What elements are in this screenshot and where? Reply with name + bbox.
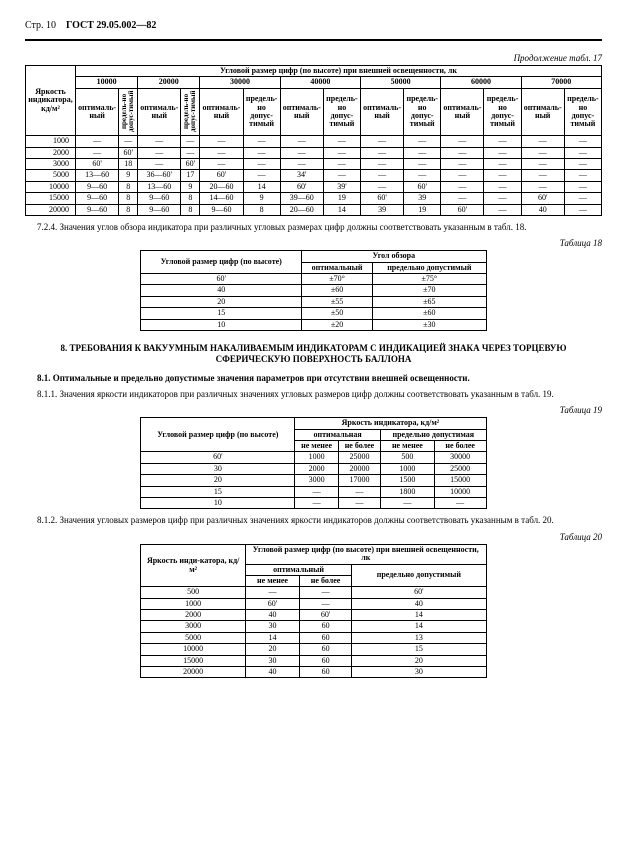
t19-s1b: не менее (381, 441, 435, 452)
table-row: 60'10002500050030000 (141, 452, 486, 463)
t17-sub-lim: предель-но допус-тимый (564, 88, 601, 135)
t19-h2: Яркость индикатора, кд/м² (295, 418, 486, 429)
t19-c1: оптимальная (295, 429, 381, 440)
table-row: 300060'18—60'—————————— (26, 158, 602, 169)
t17-level: 50000 (360, 77, 440, 88)
table-row: 1000—————————————— (26, 136, 602, 147)
table-row: 500——60' (141, 587, 486, 598)
t17-sub-opt: оптималь-ный (280, 88, 323, 135)
table-row: 15±50±60 (141, 308, 486, 319)
t17-sub-lim: предель-но допус-тимый (181, 88, 200, 135)
t17-row-label: Яркость индикатора, кд/м² (26, 66, 76, 136)
t20-c2: предельно допустимый (352, 564, 486, 587)
table-row: 500013—60936—60'1760'—34'——————— (26, 170, 602, 181)
table-19: Угловой размер цифр (по высоте) Яркость … (140, 417, 486, 509)
header-rule (25, 39, 602, 41)
t19-s2: не более (338, 441, 380, 452)
table-row: 15——180010000 (141, 486, 486, 497)
table-row: 20004060'14 (141, 610, 486, 621)
t19-s2b: не более (434, 441, 486, 452)
t17-sub-lim: предель-но допус-тимый (119, 88, 138, 135)
page-num: Стр. 10 (25, 20, 56, 31)
t18-h2: Угол обзора (302, 251, 487, 262)
t18-caption: Таблица 18 (25, 238, 602, 248)
t19-c2: предельно допустимая (381, 429, 487, 440)
t18-c2: предельно допустимый (373, 262, 487, 273)
t20-s2: не более (300, 575, 352, 586)
t17-span-header: Угловой размер цифр (по высоте) при внеш… (76, 66, 602, 77)
table-row: 2000—60'———————————— (26, 147, 602, 158)
section-8-title: 8. ТРЕБОВАНИЯ К ВАКУУМНЫМ НАКАЛИВАЕМЫМ И… (25, 343, 602, 365)
t20-s1: не менее (245, 575, 299, 586)
t17-sub-opt: оптималь-ный (360, 88, 403, 135)
t17-sub-opt: оптималь-ный (138, 88, 181, 135)
std-code: ГОСТ 29.05.002—82 (66, 20, 156, 31)
t17-sub-lim: предель-но допус-тимый (323, 88, 360, 135)
t19-caption: Таблица 19 (25, 405, 602, 415)
t17-level: 60000 (441, 77, 521, 88)
table-row: 15000306020 (141, 655, 486, 666)
table-row: 10———— (141, 498, 486, 509)
t17-sub-lim: предель-но допус-тимый (243, 88, 280, 135)
t17-level: 20000 (138, 77, 200, 88)
table-row: 10±20±30 (141, 319, 486, 330)
table-row: 30200020000100025000 (141, 463, 486, 474)
t18-c1: оптимальный (302, 262, 373, 273)
para-812: 8.1.2. Значения угловых размеров цифр пр… (25, 515, 602, 525)
table-row: 10000206015 (141, 644, 486, 655)
para-811: 8.1.1. Значения яркости индикаторов при … (25, 389, 602, 399)
table-row: 20±55±65 (141, 296, 486, 307)
table-row: 200009—6089—6089—60820—6014391960'—40— (26, 204, 602, 215)
table-row: 100009—60813—60920—601460'39'—60'———— (26, 181, 602, 192)
table-18: Угловой размер цифр (по высоте) Угол обз… (140, 250, 486, 331)
t20-caption: Таблица 20 (25, 532, 602, 542)
t17-sub-lim: предель-но допус-тимый (404, 88, 441, 135)
table-row: 20300017000150015000 (141, 475, 486, 486)
t18-h1: Угловой размер цифр (по высоте) (141, 251, 302, 274)
table-row: 100060'—40 (141, 598, 486, 609)
table-row: 60'±70°±75° (141, 274, 486, 285)
t17-level: 10000 (76, 77, 138, 88)
t17-caption: Продолжение табл. 17 (25, 53, 602, 63)
page-header: Стр. 10 ГОСТ 29.05.002—82 (25, 20, 602, 31)
table-row: 3000306014 (141, 621, 486, 632)
t17-sub-lim: предель-но допус-тимый (484, 88, 521, 135)
table-20: Яркость инди-катора, кд/м² Угловой разме… (140, 544, 486, 679)
para-724: 7.2.4. Значения углов обзора индикатора … (25, 222, 602, 232)
table-row: 150009—6089—60814—60939—601960'39——60'— (26, 193, 602, 204)
t17-sub-opt: оптималь-ный (441, 88, 484, 135)
t20-c1: оптимальный (245, 564, 351, 575)
table-row: 40±60±70 (141, 285, 486, 296)
t17-level: 30000 (200, 77, 280, 88)
para-81: 8.1. Оптимальные и предельно допустимые … (25, 373, 602, 383)
t17-sub-opt: оптималь-ный (200, 88, 243, 135)
table-17: Яркость индикатора, кд/м² Угловой размер… (25, 65, 602, 216)
t19-h1: Угловой размер цифр (по высоте) (141, 418, 295, 452)
t19-s1: не менее (295, 441, 339, 452)
t20-h1: Яркость инди-катора, кд/м² (141, 544, 246, 587)
t17-sub-opt: оптималь-ный (76, 88, 119, 135)
t17-level: 70000 (521, 77, 601, 88)
t17-level: 40000 (280, 77, 360, 88)
table-row: 20000406030 (141, 667, 486, 678)
table-row: 5000146013 (141, 632, 486, 643)
t17-sub-opt: оптималь-ный (521, 88, 564, 135)
t20-h2: Угловой размер цифр (по высоте) при внеш… (245, 544, 486, 564)
